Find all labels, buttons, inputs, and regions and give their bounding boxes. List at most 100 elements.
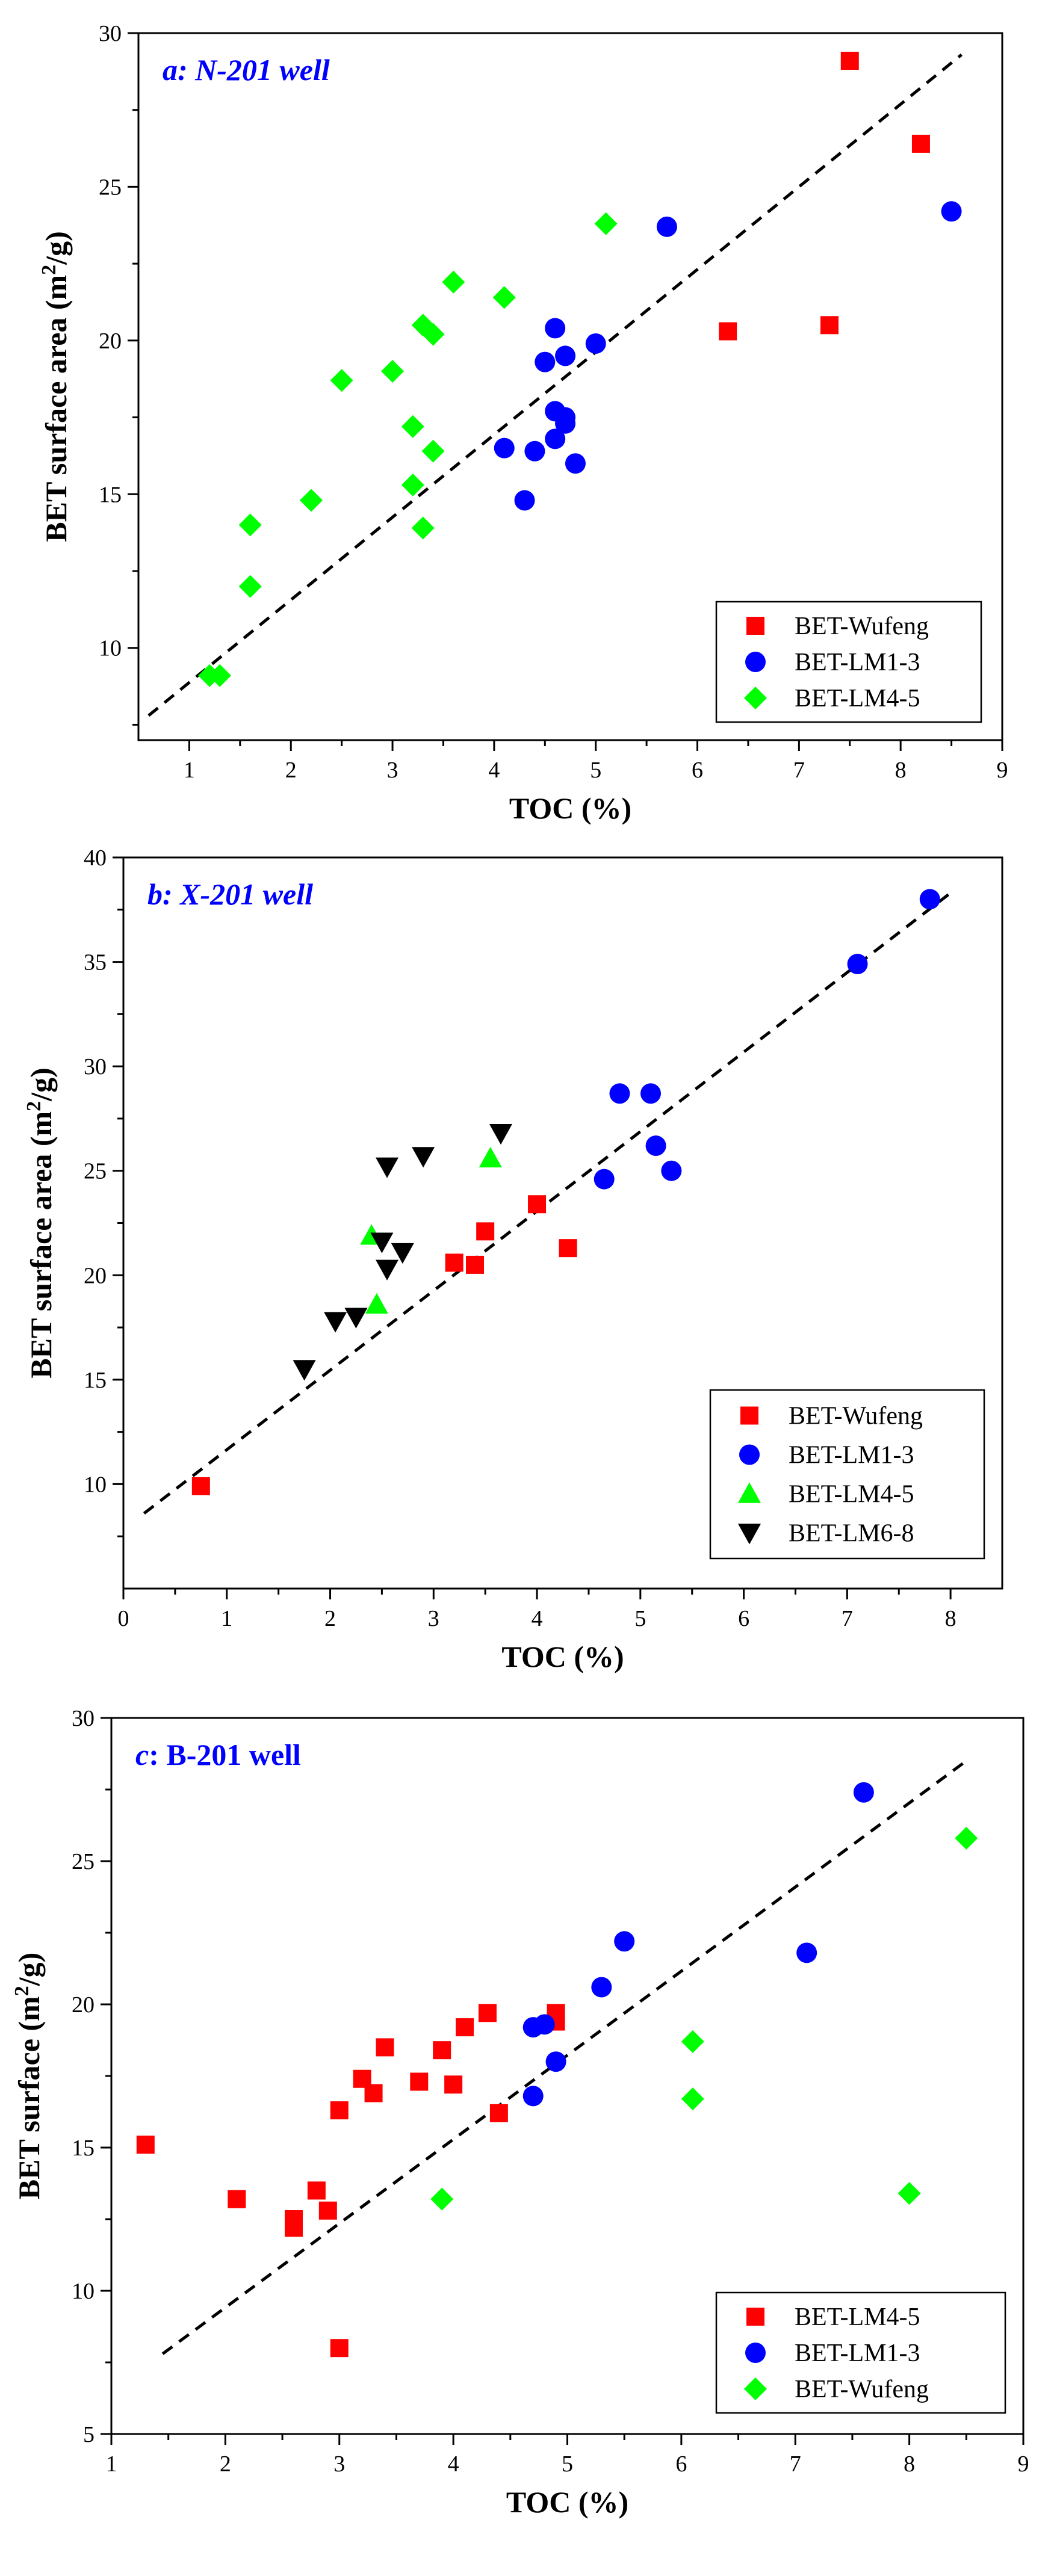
y-axis-title: BET surface area (m2/g) (23, 1067, 58, 1378)
data-point (238, 513, 262, 537)
y-tick-label: 15 (84, 1368, 107, 1393)
data-point (645, 1135, 666, 1157)
data-point (466, 1255, 484, 1274)
y-tick-label: 10 (72, 2279, 95, 2304)
x-tick-label: 2 (220, 2451, 231, 2477)
data-point (919, 889, 940, 910)
x-tick-label: 3 (333, 2451, 345, 2477)
series-BET-LM1-3 (594, 889, 940, 1190)
x-tick-label: 3 (428, 1606, 439, 1631)
data-point (545, 428, 566, 449)
x-tick-label: 2 (285, 758, 297, 783)
data-point (528, 1195, 547, 1214)
data-point (344, 1308, 368, 1329)
data-point (489, 1124, 512, 1145)
series-BET-Wufeng (719, 51, 930, 341)
legend-marker (744, 687, 767, 709)
y-tick-label: 25 (72, 1849, 95, 1874)
data-point (442, 270, 465, 294)
x-tick-label: 5 (562, 2451, 573, 2477)
legend-marker (738, 1524, 761, 1545)
x-tick-label: 4 (532, 1606, 543, 1631)
y-tick-label: 35 (84, 950, 107, 975)
data-point (411, 516, 435, 540)
y-tick-label: 10 (84, 1472, 107, 1497)
data-point (330, 369, 353, 392)
y-tick-label: 40 (84, 845, 107, 871)
data-point (719, 322, 737, 341)
legend-label: BET-LM4-5 (795, 2303, 920, 2331)
data-point (330, 2101, 349, 2120)
data-point (376, 2038, 394, 2057)
y-axis-title: BET surface (m2/g) (11, 1953, 46, 2200)
legend-label: BET-LM1-3 (795, 2340, 920, 2367)
data-point (136, 2136, 155, 2154)
data-point (661, 1160, 682, 1181)
x-axis-title: TOC (%) (509, 791, 631, 825)
trendline (147, 53, 963, 717)
data-point (594, 1169, 615, 1190)
data-point (656, 216, 677, 237)
x-tick-label: 1 (184, 758, 195, 783)
data-point (208, 664, 232, 687)
x-tick-label: 8 (904, 2451, 915, 2477)
series-BET-LM1-3 (522, 1782, 874, 2107)
data-point (545, 2051, 566, 2072)
data-point (444, 2075, 463, 2094)
data-point (847, 954, 868, 975)
y-tick-label: 5 (83, 2422, 95, 2447)
y-tick-label: 30 (99, 21, 122, 46)
data-point (640, 1083, 661, 1104)
data-point (555, 413, 576, 434)
data-point (401, 473, 424, 496)
y-tick-label: 15 (99, 482, 122, 507)
x-tick-label: 5 (634, 1606, 646, 1631)
trendline (143, 892, 952, 1515)
data-point (300, 489, 323, 512)
data-point (433, 2041, 451, 2060)
data-point (565, 453, 586, 474)
x-tick-label: 7 (842, 1606, 853, 1631)
data-point (559, 1239, 577, 1258)
y-tick-label: 20 (84, 1263, 107, 1288)
series-BET-LM1-3 (494, 201, 962, 511)
data-point (401, 415, 424, 438)
data-point (840, 51, 859, 70)
x-axis-title: TOC (%) (506, 2485, 628, 2519)
legend-label: BET-LM4-5 (795, 685, 920, 712)
data-point (514, 490, 535, 511)
x-tick-label: 8 (895, 758, 907, 783)
data-point (479, 1146, 502, 1168)
x-axis-title: TOC (%) (501, 1640, 624, 1673)
data-point (365, 1293, 388, 1314)
x-tick-label: 6 (675, 2451, 687, 2477)
legend-marker (745, 652, 766, 672)
chart-panel-0: 1 2 3 4 5 6 7 8 9 10 15 20 25 30 TOC (%) BET surface ar… (38, 21, 1008, 825)
legend-label: BET-Wufeng (789, 1403, 923, 1430)
data-point (522, 2086, 544, 2107)
x-tick-label: 9 (1018, 2451, 1029, 2477)
data-point (391, 1243, 414, 1264)
data-point (524, 440, 545, 462)
legend-marker (746, 617, 764, 635)
data-point (609, 1083, 630, 1104)
data-point (412, 1147, 435, 1168)
x-tick-label: 2 (324, 1606, 336, 1631)
data-point (370, 1232, 394, 1253)
legend-marker (740, 1406, 758, 1425)
x-tick-label: 1 (106, 2451, 117, 2477)
data-point (364, 2084, 383, 2102)
data-point (293, 1360, 316, 1381)
data-point (318, 2201, 337, 2220)
data-point (585, 333, 606, 354)
y-tick-label: 20 (99, 329, 122, 354)
panel-label: c: B-201 well (135, 1738, 301, 1771)
data-point (478, 2004, 497, 2022)
data-point (796, 1942, 817, 1963)
data-point (285, 2219, 303, 2237)
data-point (410, 2072, 429, 2091)
legend-marker (738, 1482, 761, 1503)
legend-label: BET-LM1-3 (795, 649, 920, 676)
